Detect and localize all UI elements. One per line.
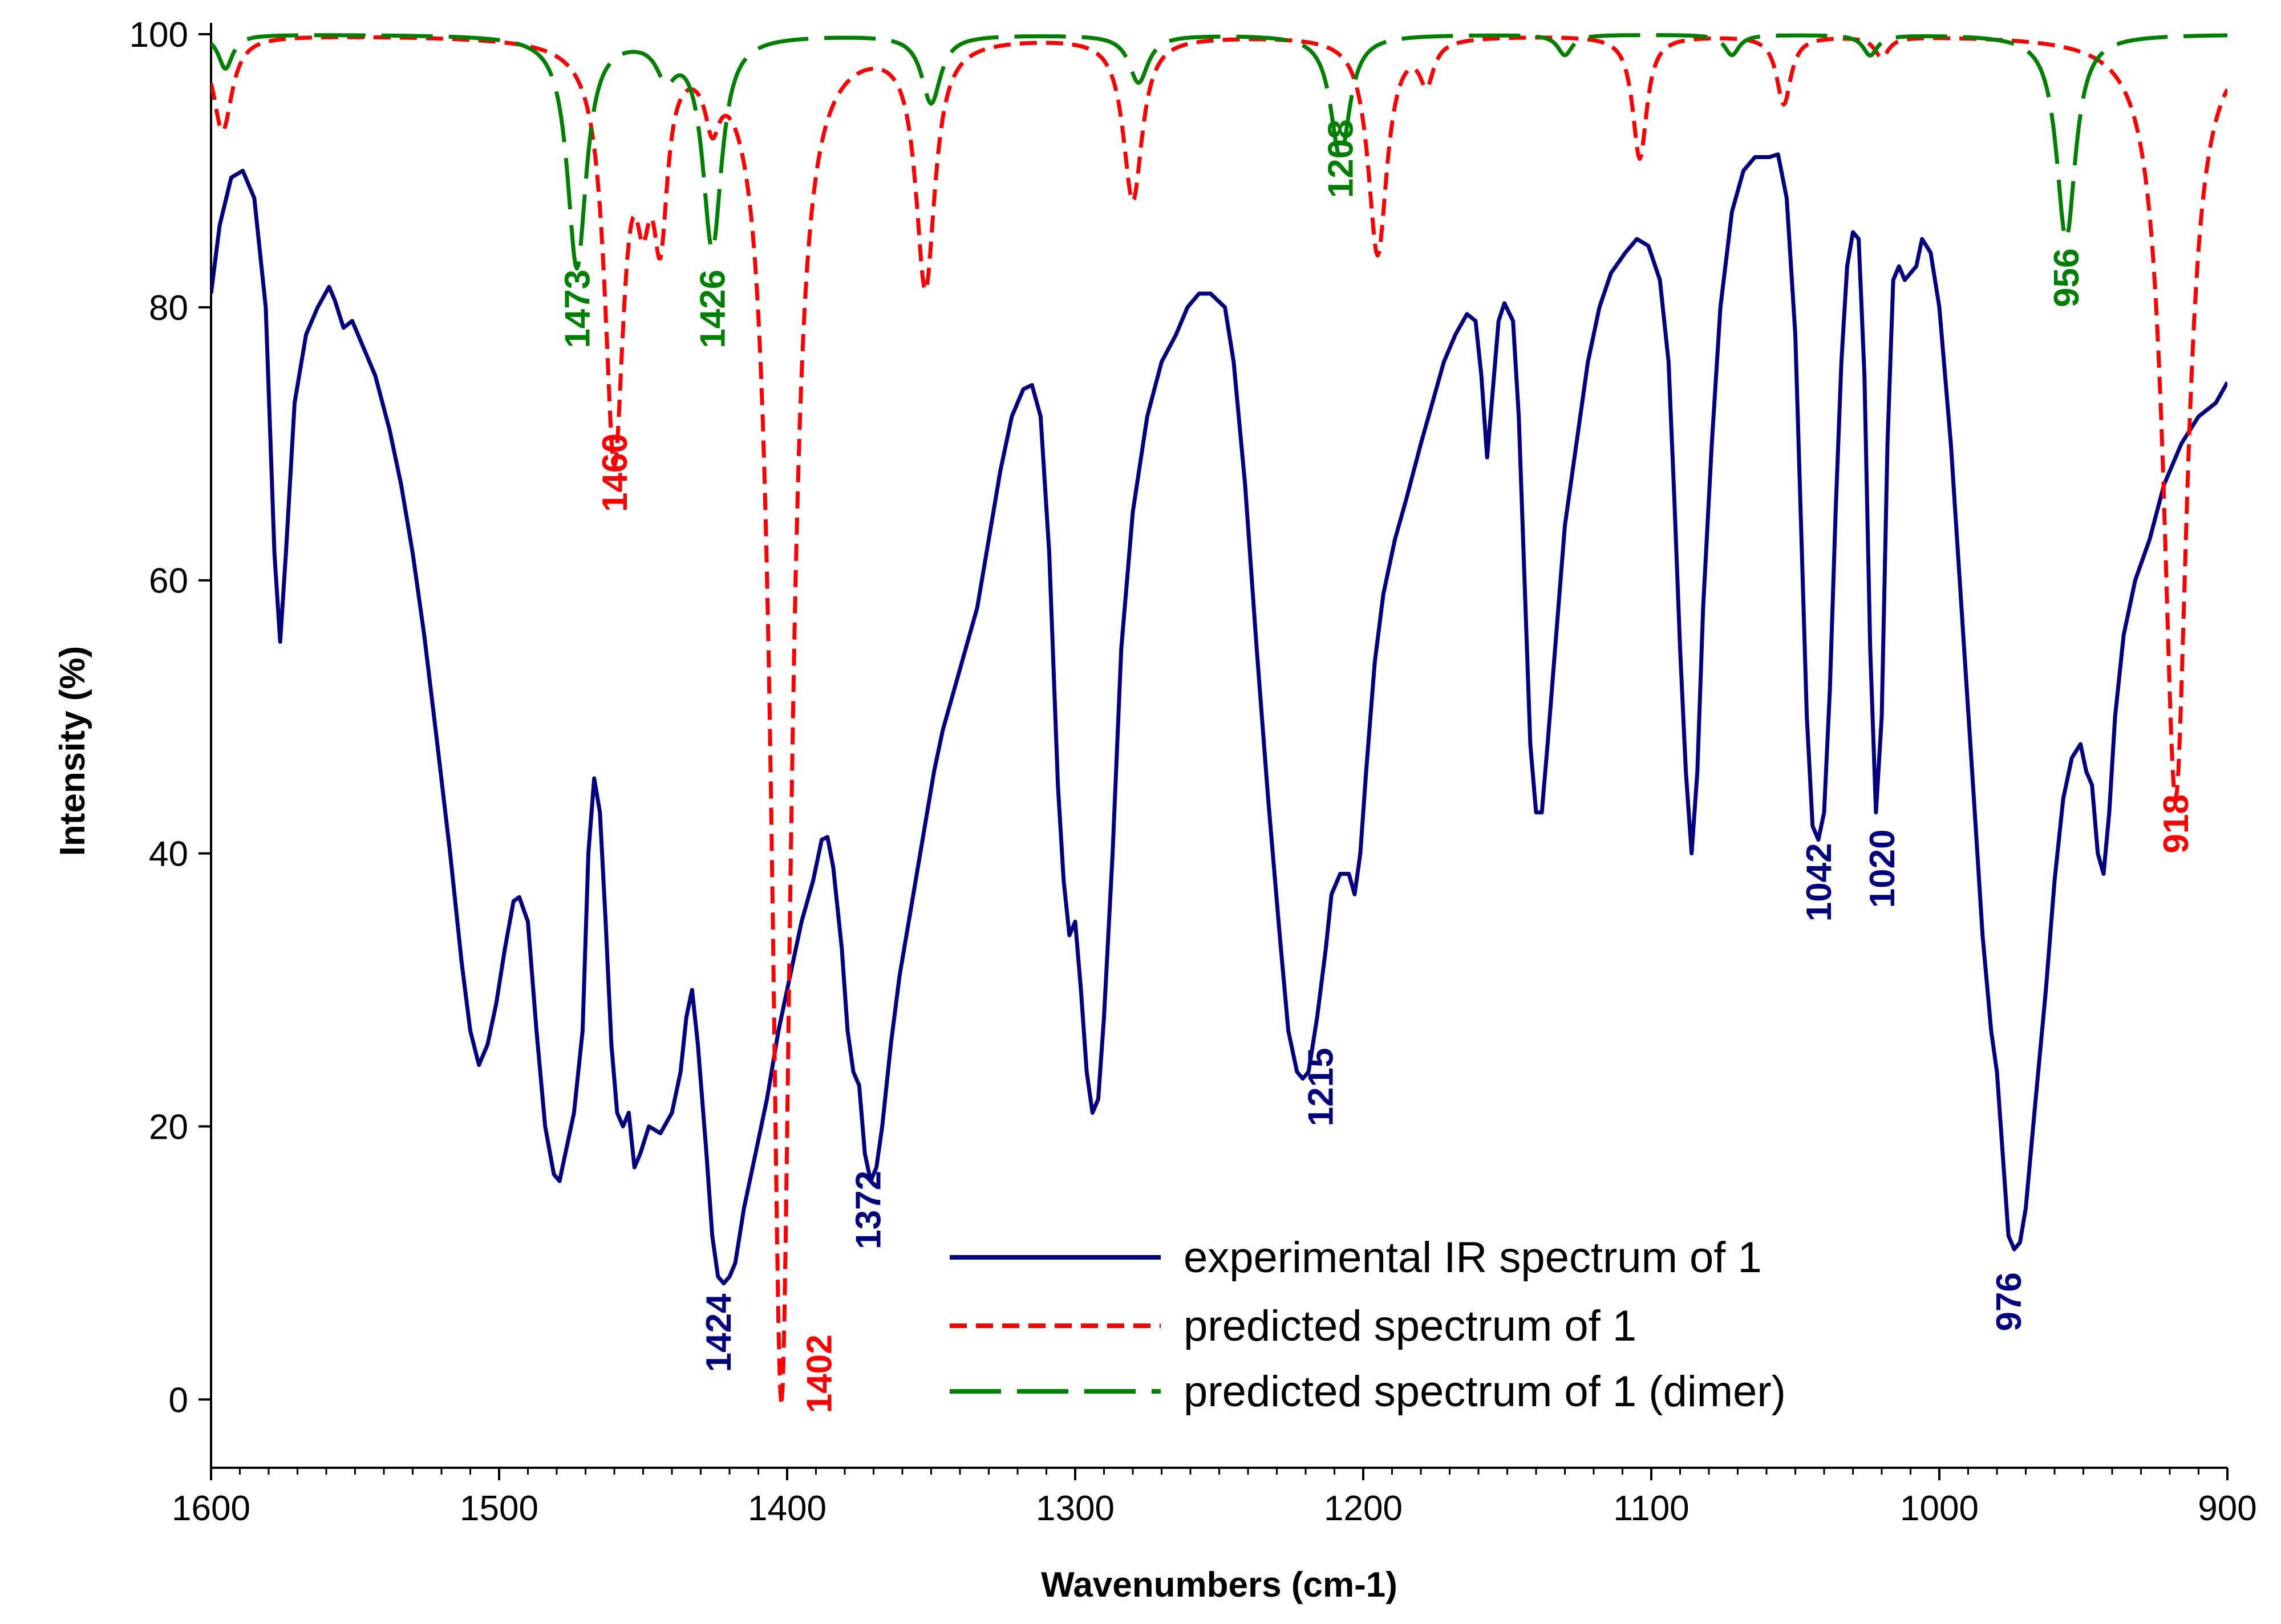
y-tick-label: 100 (129, 15, 188, 55)
x-tick-label: 1100 (1613, 1489, 1689, 1528)
peak-label: 1020 (1863, 829, 1902, 908)
y-tick-label: 40 (149, 835, 188, 874)
peak-label: 1426 (694, 270, 733, 348)
legend-label: predicted spectrum of 1 (1184, 1302, 1636, 1350)
y-tick-label: 80 (149, 289, 188, 328)
x-tick-label: 1200 (1324, 1489, 1403, 1528)
peak-label: 1473 (558, 270, 597, 348)
peak-labels: 1473 1426 1208 956 1460 1402 918 1424 1372 1215 10… (558, 119, 2196, 1413)
x-tick-label: 1600 (172, 1489, 250, 1528)
peak-label: 956 (2047, 248, 2086, 307)
legend-label: experimental IR spectrum of 1 (1184, 1233, 1762, 1282)
legend-label: predicted spectrum of 1 (dimer) (1184, 1367, 1786, 1416)
x-tick-label: 1300 (1036, 1489, 1115, 1528)
peak-label: 1424 (699, 1293, 739, 1372)
peak-label: 918 (2157, 794, 2196, 853)
legend: experimental IR spectrum of 1 predicted s… (950, 1233, 1786, 1416)
peak-label: 1372 (849, 1171, 888, 1249)
peak-label: 1042 (1800, 843, 1839, 921)
series-line-1 (211, 35, 2227, 1408)
y-axis-title: Intensity (%) (53, 646, 92, 856)
peak-label: 976 (1990, 1272, 2029, 1331)
series-line-0 (211, 152, 2227, 1286)
peak-label: 1460 (595, 433, 635, 512)
series-line-2 (211, 33, 2227, 271)
y-tick-label: 20 (149, 1107, 188, 1147)
x-tick-label: 1000 (1900, 1489, 1979, 1528)
x-tick-label: 900 (2198, 1489, 2256, 1528)
x-axis-title: Wavenumbers (cm-1) (1041, 1565, 1397, 1605)
peak-label: 1215 (1301, 1048, 1340, 1126)
y-tick-label: 0 (169, 1381, 188, 1420)
peak-label: 1402 (800, 1334, 840, 1413)
peak-label: 1208 (1322, 119, 1361, 198)
axes: 1600 1500 1400 1300 1200 1100 1000 900 0 20 40 60 80… (129, 15, 2257, 1528)
y-tick-label: 60 (149, 562, 188, 601)
x-tick-label: 1400 (748, 1489, 826, 1528)
x-tick-label: 1500 (460, 1489, 538, 1528)
series-lines (211, 33, 2227, 1408)
